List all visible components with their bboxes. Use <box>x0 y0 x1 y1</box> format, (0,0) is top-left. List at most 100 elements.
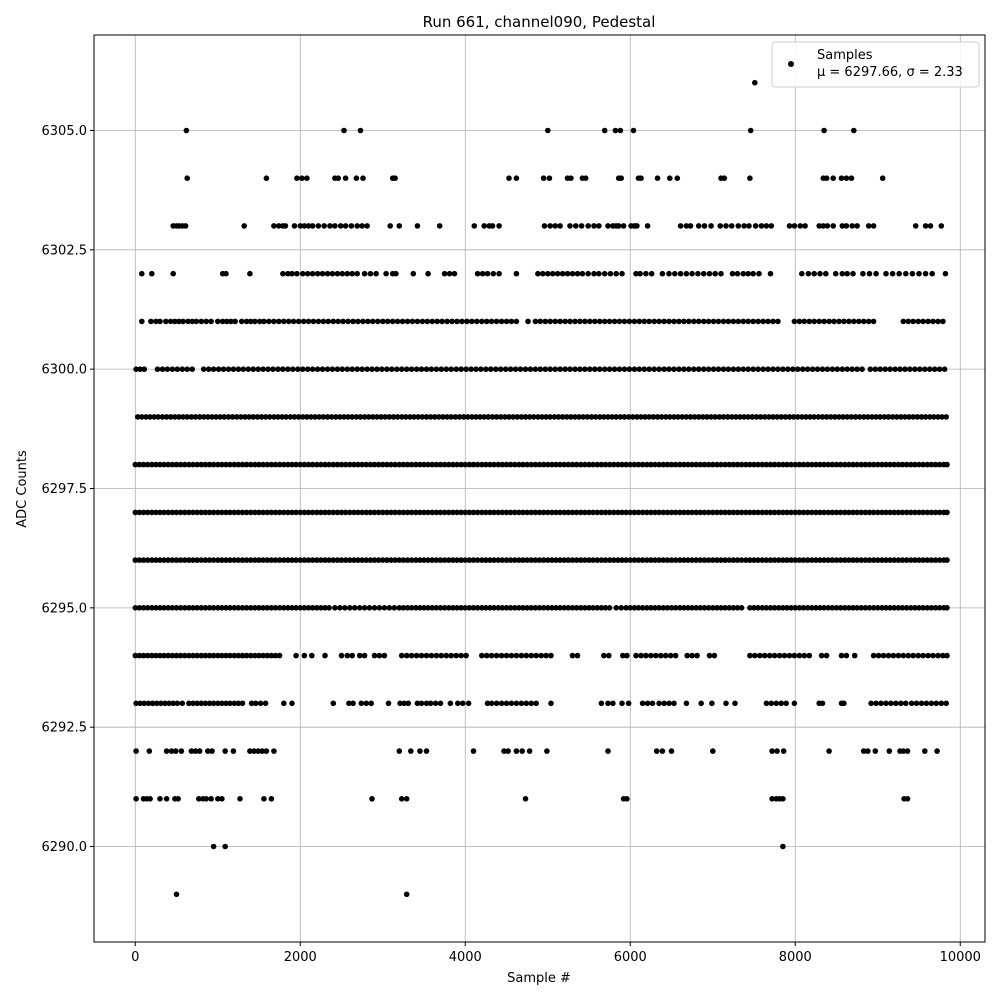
data-point <box>805 270 812 277</box>
data-point <box>691 318 697 325</box>
data-point <box>318 509 324 516</box>
data-point <box>299 175 305 181</box>
data-point <box>322 509 328 516</box>
data-point <box>243 652 250 659</box>
data-point <box>672 557 679 563</box>
data-point <box>598 509 605 516</box>
data-point <box>508 652 515 659</box>
data-point <box>456 414 463 420</box>
data-point <box>206 509 213 516</box>
data-point <box>151 414 157 420</box>
data-point <box>705 461 712 468</box>
data-point <box>330 557 337 563</box>
data-point <box>491 605 497 611</box>
data-point <box>617 414 624 420</box>
data-point <box>823 414 830 420</box>
data-point <box>651 366 657 373</box>
data-point <box>291 223 298 229</box>
data-point <box>182 557 188 563</box>
data-point <box>359 461 365 468</box>
data-point <box>797 223 803 229</box>
data-point <box>813 461 819 468</box>
data-point <box>239 652 246 659</box>
data-point <box>268 509 275 516</box>
x-axis-title: Sample # <box>507 971 571 986</box>
data-point <box>136 652 143 659</box>
data-point <box>540 557 547 563</box>
data-point <box>650 414 657 420</box>
data-point <box>203 318 209 325</box>
data-point <box>936 605 943 611</box>
data-point <box>240 366 247 373</box>
data-point <box>726 557 733 563</box>
data-point <box>638 414 644 420</box>
data-point <box>460 700 466 707</box>
data-point <box>917 366 923 373</box>
data-point <box>441 461 448 468</box>
data-point <box>936 557 943 563</box>
data-point <box>354 270 361 277</box>
data-point <box>809 605 815 611</box>
data-point <box>849 223 855 229</box>
data-point <box>553 557 559 563</box>
data-point <box>479 461 485 468</box>
data-point <box>305 557 312 563</box>
data-point <box>819 700 826 707</box>
data-point <box>483 366 489 373</box>
data-point <box>413 509 419 516</box>
data-point <box>826 748 832 754</box>
data-point <box>813 605 819 611</box>
data-point <box>786 223 793 229</box>
data-point <box>374 414 380 420</box>
data-point <box>740 318 747 325</box>
data-point <box>711 652 718 659</box>
data-point <box>601 127 608 134</box>
data-point <box>337 605 343 611</box>
data-point <box>718 509 724 516</box>
data-point <box>832 270 839 277</box>
data-point <box>488 318 495 325</box>
data-point <box>132 509 139 516</box>
data-point <box>147 414 153 420</box>
data-point <box>553 461 559 468</box>
data-point <box>620 652 626 659</box>
data-point <box>695 223 702 229</box>
data-point <box>837 461 844 468</box>
data-point <box>349 414 356 420</box>
data-point <box>826 318 832 325</box>
data-point <box>408 509 415 516</box>
data-point <box>751 509 757 516</box>
data-point <box>636 318 643 325</box>
data-point <box>263 748 270 754</box>
data-point <box>192 414 199 420</box>
data-point <box>646 366 652 373</box>
data-point <box>421 461 427 468</box>
data-point <box>186 509 192 516</box>
data-point <box>569 652 576 659</box>
y-tick-label: 6295.0 <box>42 601 88 616</box>
data-point <box>923 700 930 707</box>
data-point <box>261 318 267 325</box>
data-point <box>747 509 753 516</box>
data-point <box>899 605 906 611</box>
data-point <box>498 700 505 707</box>
data-point <box>479 605 485 611</box>
data-point <box>883 557 889 563</box>
data-point <box>418 366 425 373</box>
data-point <box>766 652 773 659</box>
data-point <box>867 366 874 373</box>
data-point <box>854 605 860 611</box>
data-point <box>413 461 419 468</box>
data-point <box>522 796 529 802</box>
data-point <box>572 366 578 373</box>
data-point <box>495 557 502 563</box>
data-point <box>149 270 155 277</box>
data-point <box>944 652 950 659</box>
data-point <box>237 796 243 802</box>
data-point <box>231 557 238 563</box>
data-point <box>522 414 529 420</box>
data-point <box>206 652 213 659</box>
data-point <box>771 557 778 563</box>
data-point <box>582 557 588 563</box>
data-point <box>247 270 253 277</box>
